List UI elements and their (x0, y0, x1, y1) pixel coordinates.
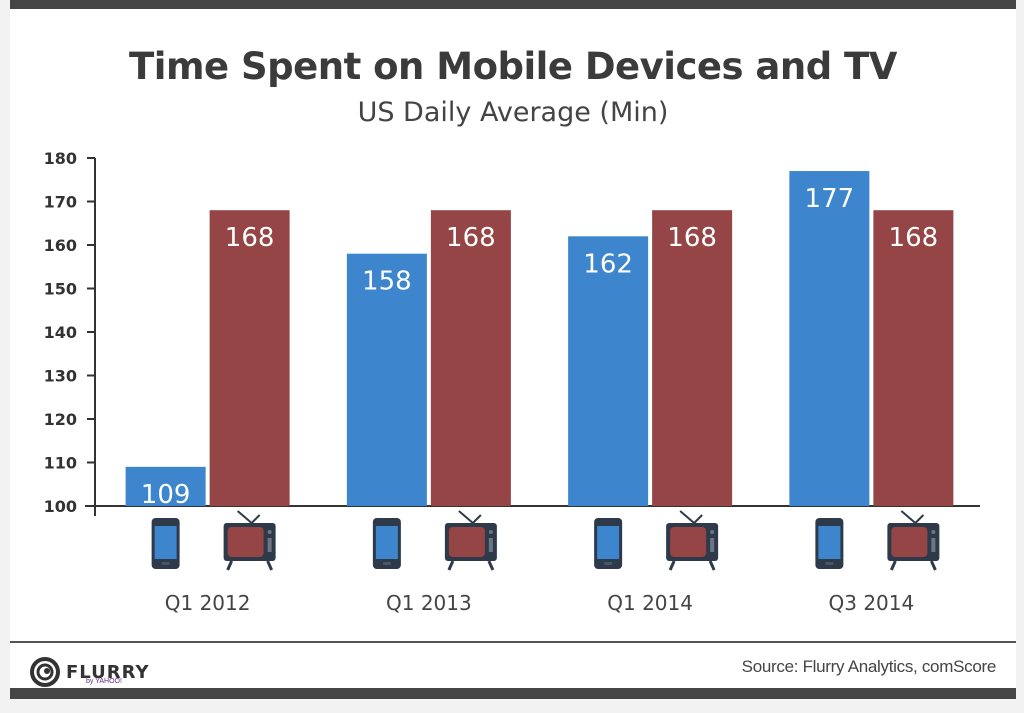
x-category-label: Q3 2014 (829, 591, 915, 615)
y-tick-label: 130 (44, 367, 77, 386)
bar-value-label: 168 (225, 223, 275, 253)
mobile-bar (568, 236, 649, 507)
tv-icon (223, 510, 276, 571)
flurry-logo: FLURRY by YAHOO! (30, 652, 150, 692)
chart-title: Time Spent on Mobile Devices and TV (129, 45, 897, 88)
y-tick-label: 120 (44, 410, 77, 429)
y-tick-label: 140 (44, 323, 77, 342)
bar-value-label: 109 (141, 480, 191, 510)
tv-bar (430, 210, 511, 506)
tv-icon (444, 510, 497, 571)
tv-bar (652, 210, 733, 506)
x-category-label: Q1 2013 (386, 591, 472, 615)
chart-subtitle: US Daily Average (Min) (357, 97, 669, 128)
y-tick-label: 110 (44, 454, 77, 473)
y-tick-label: 160 (44, 236, 77, 255)
x-category-label: Q1 2014 (607, 591, 693, 615)
logo-text: FLURRY (66, 661, 150, 683)
bar-value-label: 168 (446, 223, 496, 253)
tv-icon (666, 510, 719, 571)
x-category-label: Q1 2012 (165, 591, 251, 615)
y-tick-label: 150 (44, 280, 77, 299)
bar-value-label: 177 (805, 184, 855, 214)
smartphone-icon (815, 518, 844, 569)
bottom-border-bar (10, 688, 1016, 699)
y-tick-label: 180 (44, 149, 77, 168)
flurry-logo-icon (30, 657, 60, 687)
smartphone-icon (594, 518, 623, 569)
mobile-bar (125, 466, 206, 506)
tv-bar (873, 210, 954, 506)
x-axis-labels: Q1 2012 Q1 2013 Q1 2014 Q3 2014 (165, 591, 914, 615)
bar-value-label: 162 (583, 249, 633, 279)
category-icons (151, 510, 940, 571)
smartphone-icon (151, 518, 180, 569)
y-tick-label: 170 (44, 193, 77, 212)
top-border-bar (10, 0, 1016, 9)
bar-value-label: 168 (889, 223, 939, 253)
source-note: Source: Flurry Analytics, comScore (741, 657, 997, 676)
chart-card: Time Spent on Mobile Devices and TV US D… (10, 9, 1016, 689)
mobile-bar (789, 171, 870, 507)
smartphone-icon (372, 518, 401, 569)
bars: 109 168 158 168 162 168 177 168 (125, 171, 954, 510)
tv-bar (209, 210, 290, 506)
footer-divider (10, 641, 1016, 643)
logo-byline: by YAHOO! (86, 678, 122, 685)
mobile-bar (346, 253, 427, 506)
bar-chart: 100 110 120 130 140 150 160 170 180 109 168 158 168… (44, 149, 980, 615)
tv-icon (887, 510, 940, 571)
bar-value-label: 158 (362, 267, 412, 297)
y-tick-label: 100 (44, 497, 77, 516)
bar-value-label: 168 (667, 223, 717, 253)
